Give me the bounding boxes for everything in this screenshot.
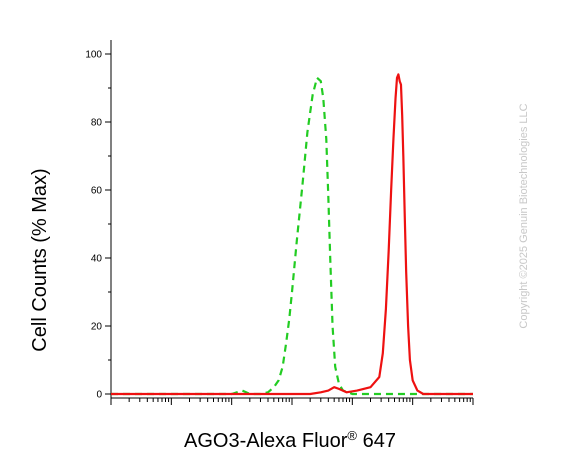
series-layer — [111, 73, 473, 396]
y-tick-label: 40 — [91, 254, 103, 265]
y-axis: 0 20 40 60 80 100 — [85, 50, 111, 401]
x-axis-title: AGO3-Alexa Fluor® 647 — [184, 428, 396, 453]
y-axis-title: Cell Counts (% Max) — [29, 168, 51, 351]
y-tick-label: 80 — [91, 118, 103, 129]
x-axis-title-main: AGO3-Alexa Fluor — [184, 430, 348, 452]
y-tick-label: 100 — [85, 50, 102, 61]
y-tick-label: 0 — [96, 390, 102, 401]
y-tick-label: 20 — [91, 322, 103, 333]
y-tick-label: 60 — [91, 186, 103, 197]
x-axis-title-tail: 647 — [357, 430, 396, 452]
x-axis-title-sup: ® — [347, 428, 357, 443]
copyright-watermark: Copyright ©2025 Genuin Biotechnologies L… — [518, 103, 530, 328]
x-axis — [110, 398, 474, 405]
isotype-control-histogram — [111, 76, 473, 396]
ago3-stained-histogram — [111, 73, 473, 396]
